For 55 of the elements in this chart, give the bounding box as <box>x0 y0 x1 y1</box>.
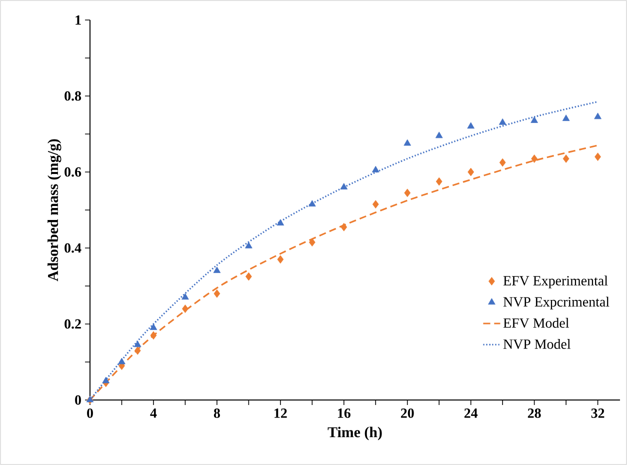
legend-label: EFV Experimental <box>503 276 608 288</box>
legend-label: NVP Expcrimental <box>503 296 610 310</box>
point <box>372 166 380 172</box>
point <box>340 183 348 190</box>
point <box>134 340 142 348</box>
point <box>435 132 443 138</box>
x-tick-label: 16 <box>338 408 350 418</box>
point <box>182 304 188 313</box>
point <box>308 200 316 206</box>
point <box>468 168 474 176</box>
x-tick-label: 8 <box>214 408 220 418</box>
point <box>594 152 601 161</box>
point <box>277 255 284 264</box>
y-tick-label: 0 <box>75 395 81 405</box>
point <box>530 116 538 123</box>
y-tick-label: 0.2 <box>64 319 81 329</box>
point <box>562 114 570 121</box>
point <box>150 324 158 330</box>
y-axis-title: Adsorbed mass (mg/g) <box>48 139 62 282</box>
y-tick-label: 1 <box>76 15 81 25</box>
x-tick-label: 28 <box>528 408 541 418</box>
point <box>245 242 252 248</box>
point <box>340 222 348 232</box>
legend-label: EFV Model <box>503 318 569 328</box>
x-tick-label: 0 <box>87 408 93 418</box>
x-tick-label: 12 <box>274 408 287 418</box>
point <box>118 358 126 364</box>
point <box>102 376 110 384</box>
legend-label: NVP Model <box>503 339 571 349</box>
x-tick-label: 24 <box>464 408 478 418</box>
point <box>467 122 474 129</box>
y-tick-label: 0.6 <box>64 167 82 177</box>
x-tick-label: 20 <box>400 408 414 418</box>
point <box>404 188 411 198</box>
point <box>436 177 442 186</box>
point <box>562 154 570 163</box>
point <box>594 112 602 120</box>
point <box>214 289 220 298</box>
point <box>404 139 412 146</box>
x-tick-label: 32 <box>591 408 604 418</box>
point <box>498 118 506 125</box>
point <box>134 346 141 355</box>
point <box>308 238 316 246</box>
y-tick-label: 0.4 <box>64 243 82 253</box>
point <box>372 200 379 208</box>
y-tick-label: 0.8 <box>64 91 82 101</box>
point <box>182 293 189 300</box>
point <box>213 266 221 273</box>
x-axis-title: Time (h) <box>328 426 382 440</box>
point <box>531 154 538 163</box>
point <box>150 331 157 340</box>
point <box>276 219 284 226</box>
x-tick-label: 4 <box>150 408 157 418</box>
point <box>245 272 252 281</box>
point <box>499 158 506 167</box>
